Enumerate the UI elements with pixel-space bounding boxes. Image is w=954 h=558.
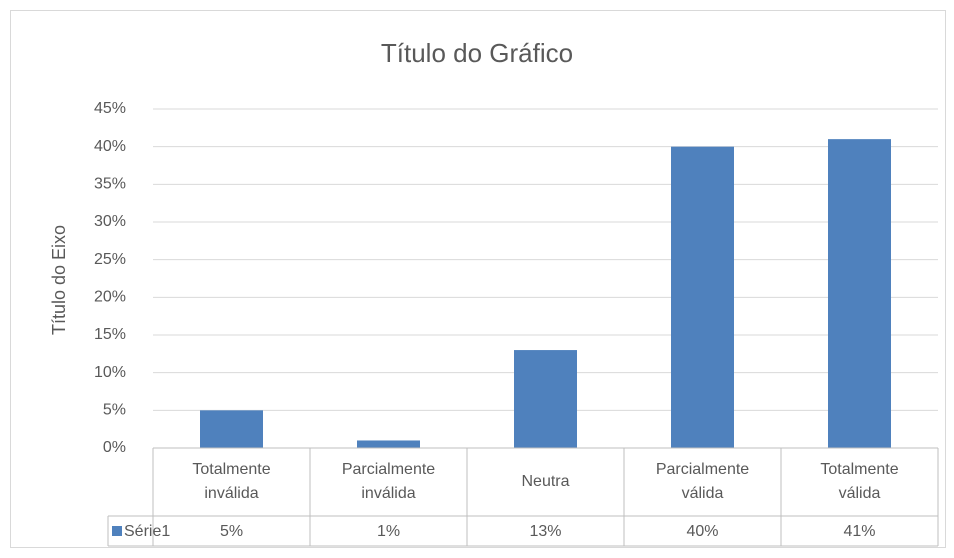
y-tick-label: 0%	[103, 439, 126, 456]
bar	[828, 139, 891, 448]
y-tick-label: 5%	[103, 402, 126, 419]
x-tick-label: Totalmente inválida	[192, 461, 271, 502]
legend-label: Série1	[124, 523, 170, 540]
y-tick-label: 25%	[94, 251, 126, 268]
y-axis-title: Título do Eixo	[49, 225, 69, 335]
y-tick-label: 30%	[94, 213, 126, 230]
y-tick-label: 45%	[94, 100, 126, 117]
bar	[357, 440, 420, 448]
table-value: 41%	[843, 523, 875, 540]
chart-title: Título do Gráfico	[381, 38, 573, 68]
y-tick-label: 40%	[94, 138, 126, 155]
bar	[514, 350, 577, 448]
y-tick-label: 10%	[94, 364, 126, 381]
x-tick-label: Neutra	[521, 473, 570, 490]
y-tick-label: 15%	[94, 326, 126, 343]
legend-key	[112, 526, 122, 536]
chart-border	[10, 10, 946, 548]
x-tick-label: Parcialmente válida	[655, 461, 750, 502]
table-value: 40%	[686, 523, 718, 540]
bar	[671, 146, 734, 448]
table-value: 5%	[220, 523, 243, 540]
table-value: 13%	[529, 523, 561, 540]
bar	[200, 410, 263, 448]
y-tick-label: 20%	[94, 289, 126, 306]
x-tick-label: Totalmente válida	[820, 461, 899, 502]
x-tick-label: Parcialmente inválida	[341, 461, 436, 502]
table-value: 1%	[377, 523, 400, 540]
y-tick-label: 35%	[94, 176, 126, 193]
